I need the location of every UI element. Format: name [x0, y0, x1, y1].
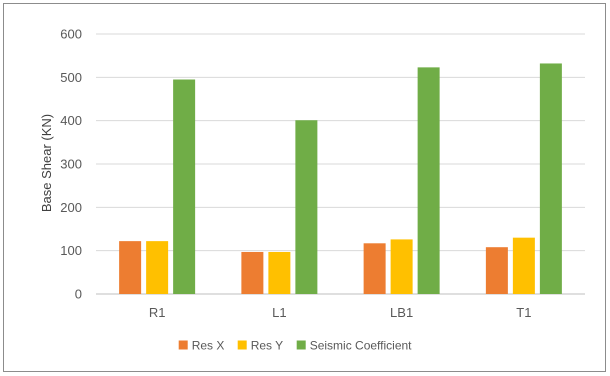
bar-res-x-r1 [119, 241, 142, 294]
legend-label: Res X [192, 339, 225, 353]
bar-res-y-r1 [146, 241, 169, 294]
x-tick-label: R1 [149, 305, 166, 320]
y-tick-label: 200 [60, 200, 82, 215]
x-tick-label: T1 [516, 305, 531, 320]
bar-res-x-lb1 [363, 243, 386, 294]
y-axis-label: Base Shear (KN) [39, 114, 54, 212]
legend-swatch [178, 340, 188, 350]
bar-seismic-coefficient-t1 [539, 63, 562, 294]
legend-swatch [296, 340, 306, 350]
legend-swatch [237, 340, 247, 350]
x-axis-ticks: R1 L1 LB1 T1 [149, 305, 532, 320]
x-tick-label: LB1 [390, 305, 413, 320]
legend-label: Res Y [251, 339, 283, 353]
bars [119, 63, 562, 294]
legend: Res X Res Y Seismic Coefficient [178, 339, 412, 353]
y-tick-label: 600 [60, 27, 82, 42]
bar-res-y-t1 [512, 237, 535, 294]
y-tick-label: 400 [60, 113, 82, 128]
y-tick-label: 0 [75, 287, 82, 302]
y-tick-label: 100 [60, 243, 82, 258]
bar-seismic-coefficient-r1 [173, 79, 196, 294]
y-axis-ticks: 0 100 200 300 400 500 600 [60, 27, 82, 302]
y-tick-label: 300 [60, 157, 82, 172]
bar-res-x-l1 [241, 251, 264, 294]
bar-seismic-coefficient-lb1 [417, 67, 440, 294]
legend-label: Seismic Coefficient [310, 339, 412, 353]
bar-res-y-l1 [268, 251, 291, 294]
gridlines [96, 33, 585, 295]
bar-res-y-lb1 [390, 239, 413, 294]
y-tick-label: 500 [60, 70, 82, 85]
x-tick-label: L1 [272, 305, 286, 320]
bar-res-x-t1 [485, 247, 508, 294]
bar-seismic-coefficient-l1 [295, 120, 318, 294]
